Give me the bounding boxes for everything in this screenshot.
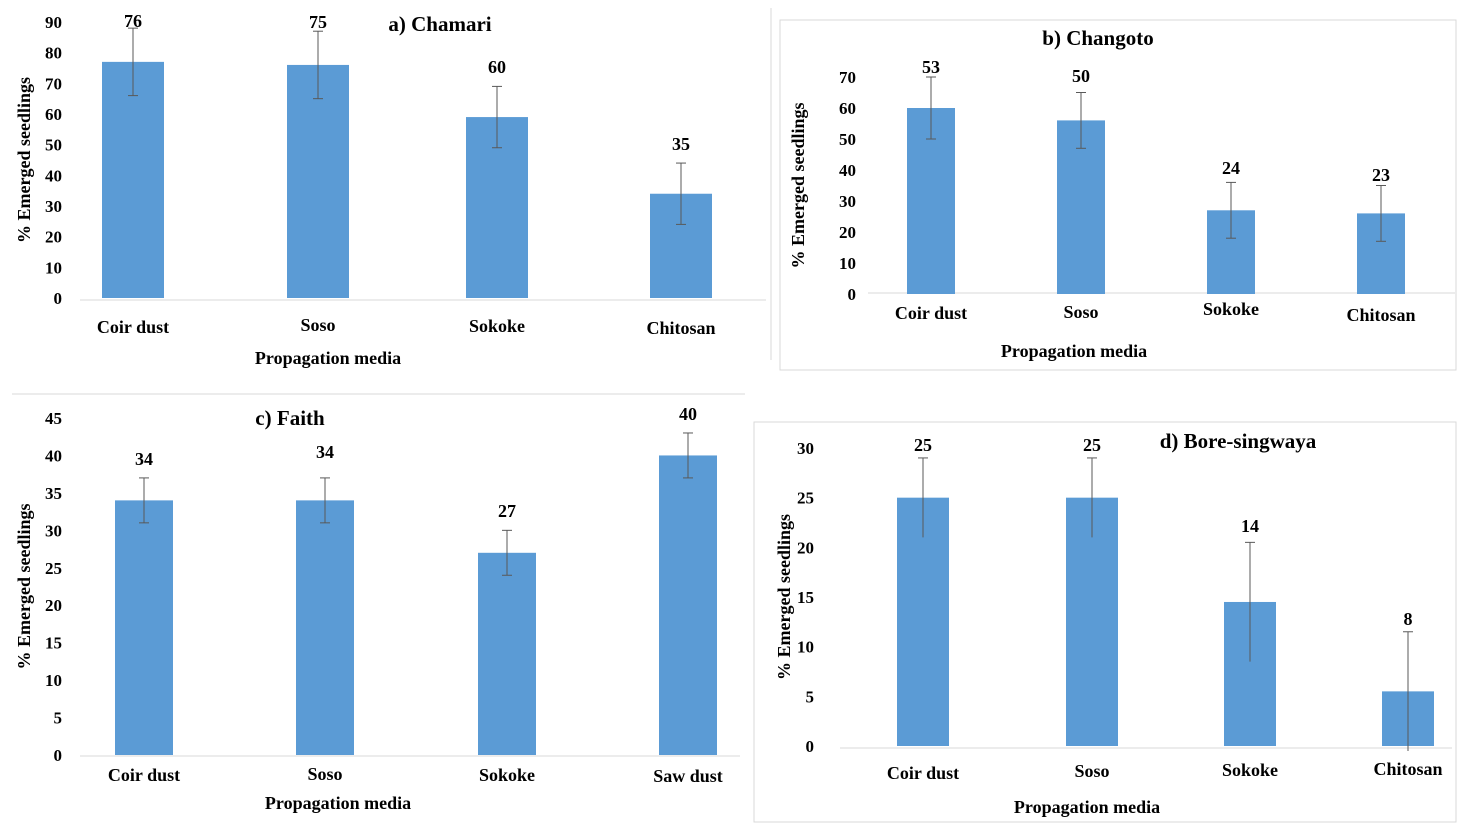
- y-tick-label: 20: [45, 596, 62, 615]
- x-axis-label: Propagation media: [1001, 341, 1147, 361]
- x-axis-label: Propagation media: [255, 348, 401, 368]
- category-label: Saw dust: [653, 766, 723, 786]
- data-label: 40: [679, 404, 697, 424]
- y-tick-label: 5: [806, 687, 815, 706]
- x-axis-label: Propagation media: [265, 793, 411, 813]
- y-tick-label: 15: [797, 588, 814, 607]
- y-axis-label: % Emerged seedlings: [14, 77, 34, 243]
- data-label: 23: [1372, 165, 1390, 185]
- y-axis-label: % Emerged seedlings: [14, 504, 34, 670]
- y-tick-label: 40: [45, 446, 62, 465]
- chart-panel-1: a) Chamari % Emerged seedlings 0 10 20 30 40 50…: [14, 11, 766, 368]
- data-label: 34: [316, 442, 334, 462]
- chart-title: c) Faith: [255, 406, 325, 430]
- y-tick-label: 10: [45, 258, 62, 277]
- panel-frame-b: [779, 19, 1457, 371]
- y-tick-label: 60: [839, 99, 856, 118]
- category-label: Coir dust: [887, 763, 959, 783]
- bar: [115, 500, 173, 755]
- y-tick-label: 30: [797, 439, 814, 458]
- chart-panel-2: b) Changoto % Emerged seedlings 0 10 20 30 40 5…: [788, 26, 1455, 361]
- data-label: 76: [124, 11, 142, 31]
- category-label: Soso: [1063, 302, 1098, 322]
- y-tick-label: 40: [839, 161, 856, 180]
- data-label: 8: [1404, 609, 1413, 629]
- chart-title: b) Changoto: [1042, 26, 1153, 50]
- y-axis-label: % Emerged seedlings: [774, 514, 794, 680]
- y-tick-label: 90: [45, 13, 62, 32]
- category-label: Sokoke: [469, 316, 525, 336]
- y-tick-label: 15: [45, 634, 62, 653]
- chart-title: a) Chamari: [388, 12, 491, 36]
- x-axis-label: Propagation media: [1014, 797, 1160, 817]
- bar: [1066, 497, 1118, 746]
- bar: [287, 64, 349, 298]
- data-label: 14: [1241, 516, 1259, 536]
- category-label: Soso: [1074, 761, 1109, 781]
- data-label: 34: [135, 449, 153, 469]
- y-tick-label: 35: [45, 484, 62, 503]
- y-tick-label: 0: [54, 746, 63, 765]
- data-label: 35: [672, 134, 690, 154]
- data-label: 53: [922, 57, 940, 77]
- y-tick-label: 0: [54, 289, 63, 308]
- category-label: Coir dust: [108, 765, 180, 785]
- y-tick-label: 60: [45, 105, 62, 124]
- bar: [102, 61, 164, 298]
- bar: [659, 455, 717, 755]
- category-label: Chitosan: [1373, 759, 1442, 779]
- y-tick-label: 45: [45, 409, 62, 428]
- y-tick-label: 70: [839, 68, 856, 87]
- y-tick-label: 50: [839, 130, 856, 149]
- bar: [897, 497, 949, 746]
- y-tick-label: 10: [45, 671, 62, 690]
- chart-panel-4: d) Bore-singwaya % Emerged seedlings 0 5 10 1…: [774, 429, 1452, 817]
- category-label: Sokoke: [1222, 760, 1278, 780]
- panel-frame-d: [753, 421, 1457, 823]
- y-tick-label: 5: [54, 709, 63, 728]
- y-tick-label: 10: [797, 638, 814, 657]
- y-tick-label: 40: [45, 166, 62, 185]
- y-axis-label: % Emerged seedlings: [788, 103, 808, 269]
- chart-panel-3: c) Faith % Emerged seedlings 0 5 10 15 20 25 30 3…: [14, 404, 740, 813]
- data-label: 60: [488, 57, 506, 77]
- y-tick-label: 70: [45, 74, 62, 93]
- bar: [1057, 120, 1105, 295]
- category-label: Soso: [300, 315, 335, 335]
- bar: [478, 552, 536, 755]
- category-label: Coir dust: [97, 317, 169, 337]
- data-label: 50: [1072, 66, 1090, 86]
- y-tick-label: 0: [848, 285, 857, 304]
- y-tick-label: 30: [45, 197, 62, 216]
- category-label: Chitosan: [1346, 305, 1415, 325]
- y-tick-label: 0: [806, 737, 815, 756]
- chart-title: d) Bore-singwaya: [1160, 429, 1317, 453]
- y-tick-label: 25: [797, 489, 814, 508]
- y-tick-label: 20: [45, 228, 62, 247]
- data-label: 25: [1083, 435, 1101, 455]
- category-label: Coir dust: [895, 303, 967, 323]
- y-tick-label: 50: [45, 136, 62, 155]
- data-label: 25: [914, 435, 932, 455]
- y-tick-label: 30: [45, 521, 62, 540]
- category-label: Sokoke: [479, 765, 535, 785]
- bar: [296, 500, 354, 755]
- data-label: 27: [498, 501, 516, 521]
- y-tick-label: 10: [839, 254, 856, 273]
- data-label: 75: [309, 12, 327, 32]
- category-label: Sokoke: [1203, 299, 1259, 319]
- y-tick-label: 20: [797, 538, 814, 557]
- category-label: Chitosan: [646, 318, 715, 338]
- y-tick-label: 20: [839, 223, 856, 242]
- y-tick-label: 25: [45, 559, 62, 578]
- y-tick-label: 30: [839, 192, 856, 211]
- y-tick-label: 80: [45, 44, 62, 63]
- data-label: 24: [1222, 158, 1240, 178]
- category-label: Soso: [307, 764, 342, 784]
